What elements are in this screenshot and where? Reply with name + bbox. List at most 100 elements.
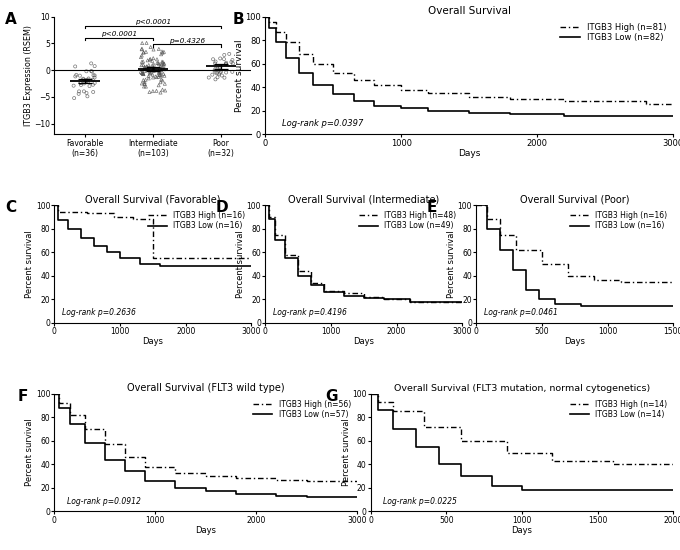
Point (88, 71, 99, 80)
ITGB3 High (n=16) (149, 255, 157, 261)
Point (227, 68, 238, 76)
ITGB3 High (n=48) (379, 296, 388, 303)
ITGB3 High (n=48) (307, 279, 316, 286)
ITGB3 Low (n=49) (406, 299, 414, 305)
ITGB3 High (n=81) (397, 86, 405, 93)
Point (136, 51, 147, 60)
Point (210, 57, 221, 66)
Text: D: D (216, 200, 228, 216)
Point (148, 63, 159, 72)
ITGB3 Low (n=16) (522, 287, 530, 293)
ITGB3 Low (n=82) (350, 98, 358, 104)
Point (147, 66, 158, 75)
ITGB3 High (n=16) (617, 278, 625, 285)
X-axis label: Days: Days (195, 526, 216, 535)
Point (84, 81, 95, 90)
Point (153, 67, 164, 75)
Y-axis label: Percent survival: Percent survival (235, 39, 244, 112)
Point (155, 78, 166, 87)
Point (139, 67, 150, 75)
ITGB3 Low (n=82) (642, 112, 650, 119)
Y-axis label: Percent survival: Percent survival (236, 230, 245, 298)
Point (142, 56, 153, 65)
ITGB3 Low (n=57) (141, 477, 149, 484)
ITGB3 Low (n=16) (535, 296, 543, 303)
Point (86, 67, 97, 75)
Line: ITGB3 Low (n=14): ITGB3 Low (n=14) (371, 394, 673, 490)
ITGB3 High (n=16) (590, 277, 598, 284)
Point (158, 47, 169, 56)
ITGB3 High (n=81) (265, 19, 273, 26)
ITGB3 High (n=14) (458, 437, 466, 444)
Point (158, 65, 169, 74)
ITGB3 High (n=56) (65, 411, 73, 418)
ITGB3 High (n=56) (141, 464, 149, 470)
ITGB3 Low (n=49) (261, 202, 269, 208)
ITGB3 Low (n=16) (483, 226, 491, 232)
Point (153, 59, 164, 68)
ITGB3 Low (n=49) (432, 299, 440, 305)
Legend: ITGB3 High (n=14), ITGB3 Low (n=14): ITGB3 High (n=14), ITGB3 Low (n=14) (568, 398, 669, 421)
Point (139, 80, 150, 89)
Point (82, 76, 92, 85)
ITGB3 High (n=14) (374, 399, 382, 405)
Text: A: A (5, 12, 17, 27)
Point (151, 86, 162, 95)
Title: Overall Survival (FLT3 wild type): Overall Survival (FLT3 wild type) (127, 383, 284, 393)
Point (78, 74, 88, 83)
Y-axis label: Percent survival: Percent survival (25, 419, 35, 486)
Point (89, 71, 100, 80)
X-axis label: Days: Days (511, 526, 532, 535)
Point (137, 68, 148, 77)
ITGB3 Low (n=16) (156, 263, 164, 270)
ITGB3 Low (n=16) (669, 303, 677, 310)
Point (83, 74, 94, 83)
Line: ITGB3 Low (n=16): ITGB3 Low (n=16) (476, 205, 673, 306)
Point (89, 62, 100, 70)
ITGB3 High (n=81) (329, 70, 337, 76)
Point (79, 79, 90, 88)
ITGB3 Low (n=57) (171, 485, 180, 491)
Point (152, 73, 163, 81)
Line: ITGB3 High (n=48): ITGB3 High (n=48) (265, 205, 462, 302)
ITGB3 Low (n=14) (624, 487, 632, 493)
Point (158, 69, 169, 78)
ITGB3 Low (n=82) (272, 39, 280, 46)
Point (155, 88, 166, 97)
ITGB3 High (n=16) (248, 255, 256, 261)
ITGB3 Low (n=49) (340, 293, 348, 299)
Point (156, 50, 167, 59)
ITGB3 High (n=56) (303, 477, 311, 484)
ITGB3 High (n=14) (669, 461, 677, 468)
Legend: ITGB3 High (n=81), ITGB3 Low (n=82): ITGB3 High (n=81), ITGB3 Low (n=82) (557, 21, 669, 45)
Point (215, 62, 226, 71)
ITGB3 Low (n=57) (50, 390, 58, 397)
ITGB3 High (n=48) (458, 299, 466, 305)
Point (137, 70, 148, 79)
Point (137, 79, 148, 88)
Point (157, 62, 168, 71)
ITGB3 High (n=16) (129, 216, 137, 223)
Point (148, 73, 158, 82)
Legend: ITGB3 High (n=16), ITGB3 Low (n=16): ITGB3 High (n=16), ITGB3 Low (n=16) (568, 209, 669, 233)
ITGB3 Low (n=49) (379, 296, 388, 303)
Point (70, 62, 81, 71)
Point (137, 39, 148, 47)
Text: G: G (325, 389, 338, 404)
Point (156, 75, 167, 84)
ITGB3 High (n=56) (50, 390, 58, 397)
Point (83, 77, 94, 86)
Point (219, 51, 230, 59)
Point (89, 79, 100, 87)
Point (153, 69, 164, 78)
ITGB3 High (n=81) (560, 98, 568, 104)
ITGB3 Low (n=49) (265, 216, 273, 223)
Point (138, 48, 149, 57)
Point (145, 54, 156, 63)
Point (210, 64, 221, 73)
Point (154, 59, 165, 68)
Y-axis label: Percent survival: Percent survival (447, 230, 456, 298)
ITGB3 Low (n=82) (329, 91, 337, 97)
Point (143, 65, 154, 74)
ITGB3 High (n=81) (272, 29, 280, 35)
